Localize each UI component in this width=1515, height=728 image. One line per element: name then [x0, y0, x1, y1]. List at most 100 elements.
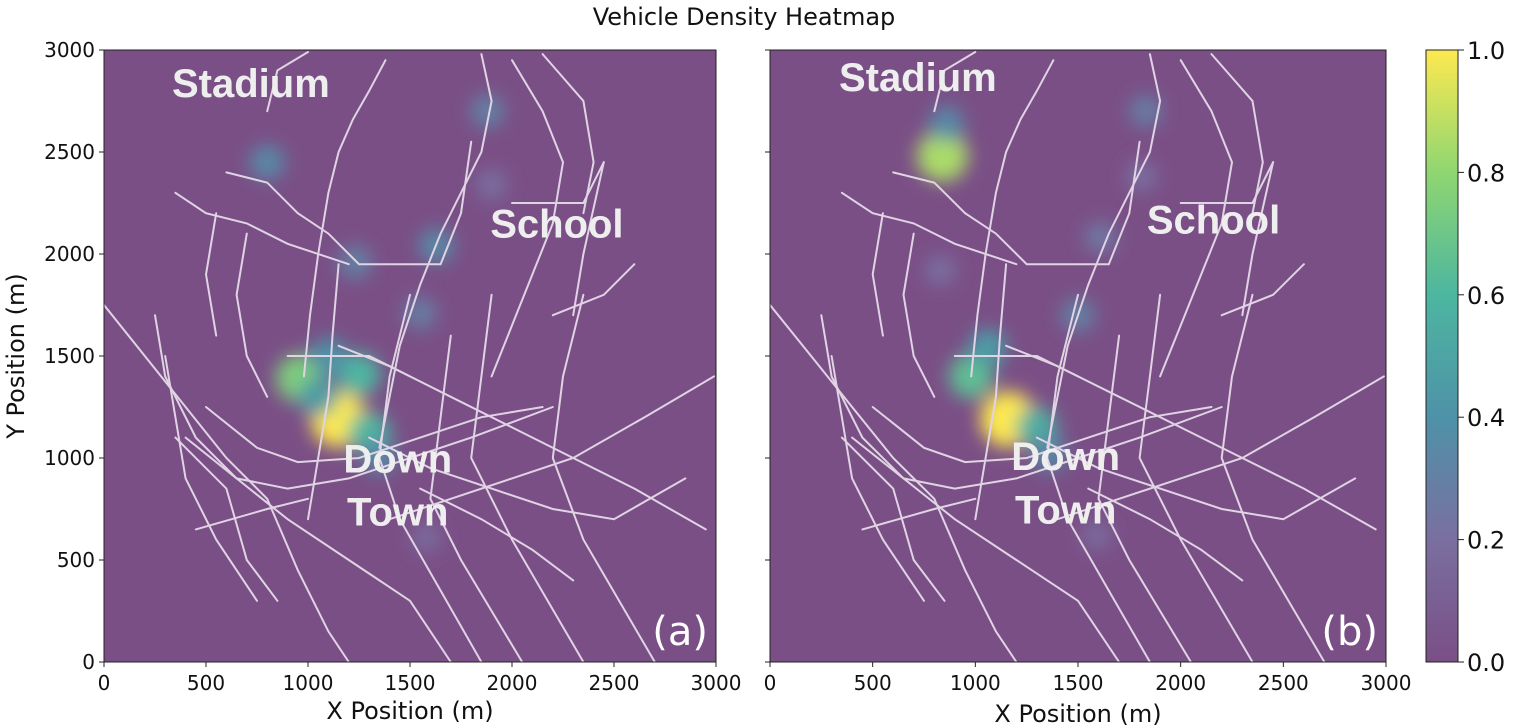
panel-a-annotation-stadium: Stadium	[172, 62, 330, 106]
panel-b-label: (b)	[1321, 609, 1378, 655]
colorbar-tick-label-1: 0.2	[1467, 527, 1505, 555]
panel-b-x-tick-label-1500: 1500	[1053, 671, 1104, 695]
panel-a-road-28	[511, 161, 605, 204]
panel-a-road-17	[378, 293, 483, 662]
panel-b-road-22	[871, 212, 884, 337]
panel-b-road-20	[1220, 293, 1326, 662]
colorbar-tick-label-3: 0.6	[1467, 282, 1505, 310]
panel-a-x-axis: 0 500 1000 1500 2000 2500 3000	[98, 662, 741, 695]
panel-b-road-2	[1159, 59, 1234, 378]
panel-b-road-4	[892, 140, 1141, 266]
panel-b-hotspot-1	[916, 130, 969, 182]
panel-a-y-tick-label-500: 500	[57, 548, 95, 572]
panel-a-x-tick-label-500: 500	[187, 671, 225, 695]
panel-b-road-11	[851, 406, 1223, 490]
panel-b-annotation-town: Town	[1015, 488, 1116, 532]
panel-a-road-15	[286, 355, 411, 378]
panel-a-road-13	[368, 436, 687, 521]
panel-a-road-25	[194, 497, 309, 531]
colorbar-tick-label-2: 0.4	[1467, 404, 1505, 432]
panel-a-road-7	[307, 263, 340, 521]
panel-b-annotations: Stadium School Down Town	[839, 56, 1280, 532]
panel-b-hotspot-8	[1084, 221, 1117, 254]
panel-a: Stadium School Down Town (a) 0 500 1000 1500 20…	[2, 38, 741, 725]
panel-a-y-axis: 0 500 1000 1500 2000 2500 3000	[44, 38, 104, 674]
panel-a-road-18	[429, 334, 524, 662]
panel-a-hotspot-6	[299, 377, 338, 416]
panel-b-annotation-school: School	[1147, 199, 1280, 243]
colorbar-ticks: 0.0 0.2 0.4 0.6 0.8 1.0	[1458, 37, 1505, 677]
panel-a-hotspot-9	[338, 245, 372, 279]
panel-b-road-1	[1046, 53, 1162, 449]
panel-a-road-3	[541, 53, 595, 215]
panel-b-road-8	[770, 304, 1018, 662]
panel-a-hotspot-7	[249, 144, 285, 180]
panel-b-road-25	[861, 497, 977, 531]
panel-b-annotation-stadium: Stadium	[839, 56, 997, 100]
panel-b-road-14	[1056, 375, 1385, 521]
panel-b-hotspot-11	[925, 255, 956, 286]
panel-a-x-tick-label-0: 0	[98, 671, 111, 695]
figure-title: Vehicle Density Heatmap	[593, 3, 896, 31]
panel-a-x-tick-label-1500: 1500	[385, 671, 436, 695]
panel-a-annotation-school: School	[490, 203, 623, 247]
panel-b-x-tick-label-500: 500	[854, 671, 892, 695]
panel-b-road-27	[1220, 263, 1305, 317]
panel-a-x-tick-label-2000: 2000	[487, 671, 538, 695]
panel-b-road-23	[830, 355, 925, 602]
panel-b-road-15	[953, 355, 1079, 378]
panel-a-road-26	[572, 161, 605, 317]
panel-a-y-tick-label-1000: 1000	[44, 446, 95, 470]
panel-a-y-tick-label-2000: 2000	[44, 242, 95, 266]
panel-b-road-10	[871, 406, 1213, 464]
panel-b-road-16	[1087, 487, 1244, 582]
panel-a-y-tick-label-1500: 1500	[44, 344, 95, 368]
panel-a-hotspot-2	[337, 352, 381, 396]
panel-a-road-11	[184, 406, 554, 490]
panel-a-road-10	[205, 406, 544, 464]
panel-b-road-21	[902, 232, 936, 398]
panel-a-x-label: X Position (m)	[326, 697, 493, 725]
colorbar-tick-label-4: 0.8	[1467, 159, 1505, 187]
panel-a-hotspot-12	[476, 169, 507, 200]
panel-b-x-label: X Position (m)	[994, 700, 1161, 728]
panel-a-y-tick-label-0: 0	[82, 650, 95, 674]
panel-a-road-23	[164, 355, 258, 602]
panel-a-background	[104, 50, 716, 662]
panel-a-road-6	[266, 51, 309, 113]
panel-a-x-tick-label-1000: 1000	[283, 671, 334, 695]
panel-b-x-tick-label-0: 0	[764, 671, 777, 695]
panel-a-hotspot-10	[403, 296, 437, 330]
panel-a-road-24	[174, 436, 279, 602]
panel-b-hotspot-12	[1081, 520, 1112, 551]
panel-b-road-13	[1035, 436, 1357, 521]
panel-b-annotation-down: Down	[1011, 435, 1120, 479]
panel-b-x-tick-label-2500: 2500	[1258, 671, 1309, 695]
panel-b-x-tick-label-2000: 2000	[1155, 671, 1206, 695]
panel-b-road-3	[1210, 53, 1264, 215]
panel-a-road-27	[551, 263, 636, 317]
colorbar-gradient	[1425, 49, 1459, 663]
panel-a-hotspot-13	[411, 522, 442, 553]
panel-b-road-5	[840, 191, 1018, 266]
panel-b-y-axis	[765, 49, 770, 663]
panel-a-road-19	[470, 293, 585, 662]
colorbar: 0.0 0.2 0.4 0.6 0.8 1.0	[1425, 37, 1505, 677]
panel-a-road-14	[388, 375, 715, 521]
panel-a-road-2	[490, 59, 565, 378]
colorbar-tick-label-0: 0.0	[1467, 649, 1505, 677]
panel-b-road-network	[770, 51, 1385, 662]
panel-b-road-26	[1241, 161, 1275, 317]
panel-a-road-22	[204, 212, 218, 337]
panel-a-road-8	[104, 304, 350, 662]
panel-b-road-0	[970, 59, 1055, 378]
panel-b-hotspot-5	[1031, 436, 1067, 472]
panel-a-road-0	[302, 59, 387, 378]
panel-a-annotation-town: Town	[347, 490, 448, 534]
panel-b-road-17	[1046, 293, 1151, 662]
panel-a-road-20	[551, 293, 656, 662]
panel-a-x-tick-label-2500: 2500	[589, 671, 640, 695]
panel-b-road-7	[974, 263, 1008, 521]
panel-a-label: (a)	[652, 609, 708, 655]
